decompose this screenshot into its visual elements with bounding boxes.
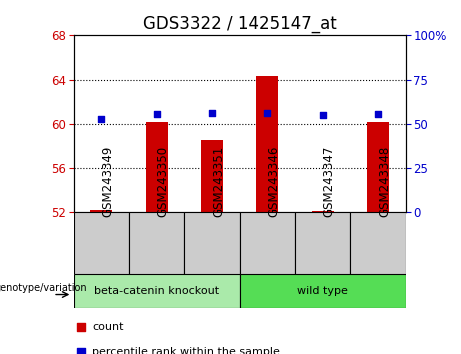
- Point: [77, 349, 84, 354]
- Text: wild type: wild type: [297, 286, 348, 296]
- Text: GSM243346: GSM243346: [267, 146, 280, 217]
- Title: GDS3322 / 1425147_at: GDS3322 / 1425147_at: [143, 15, 337, 33]
- Text: GSM243347: GSM243347: [323, 146, 336, 217]
- Point: [264, 110, 271, 116]
- Text: beta-catenin knockout: beta-catenin knockout: [94, 286, 219, 296]
- Bar: [312, 211, 334, 212]
- Bar: [90, 210, 112, 212]
- Text: GSM243351: GSM243351: [212, 146, 225, 217]
- Bar: [256, 76, 278, 212]
- Text: genotype/variation: genotype/variation: [0, 283, 87, 293]
- Point: [98, 117, 105, 122]
- Text: percentile rank within the sample: percentile rank within the sample: [92, 347, 280, 354]
- Text: GSM243350: GSM243350: [157, 146, 170, 217]
- Bar: [240, 212, 295, 274]
- Text: GSM243349: GSM243349: [101, 146, 114, 217]
- Point: [208, 110, 216, 116]
- Point: [153, 111, 160, 117]
- Bar: [74, 274, 240, 308]
- Text: count: count: [92, 322, 124, 332]
- Text: GSM243348: GSM243348: [378, 146, 391, 217]
- Bar: [129, 212, 184, 274]
- Bar: [74, 212, 129, 274]
- Point: [77, 325, 84, 330]
- Point: [319, 112, 326, 118]
- Bar: [350, 212, 406, 274]
- Bar: [201, 141, 223, 212]
- Bar: [146, 122, 168, 212]
- Bar: [295, 212, 350, 274]
- Bar: [240, 274, 406, 308]
- Bar: [367, 122, 389, 212]
- Bar: [184, 212, 240, 274]
- Point: [374, 111, 382, 117]
